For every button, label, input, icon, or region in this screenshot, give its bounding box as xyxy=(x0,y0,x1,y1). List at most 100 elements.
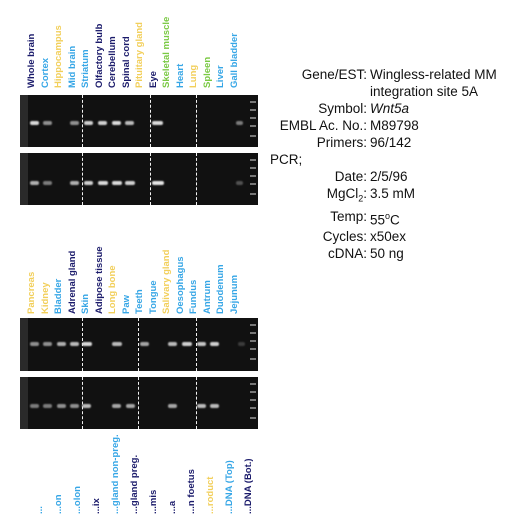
gel-band xyxy=(70,342,79,346)
symbol-row: Symbol: Wnt5a xyxy=(268,100,497,117)
gel-panel-1-bottom xyxy=(20,153,258,205)
lane-label: Kidney xyxy=(39,282,51,314)
lane-label: Skin xyxy=(80,293,91,314)
mgcl2-row: MgCl2: 3.5 mM xyxy=(268,185,497,208)
lane-separator xyxy=(138,377,139,429)
ladder-band xyxy=(250,407,256,409)
lane-label: ...mis xyxy=(148,489,159,514)
gel-band xyxy=(236,181,243,185)
ladder-band xyxy=(250,348,256,350)
ladder-band xyxy=(250,340,256,342)
lane-label: Antrum xyxy=(201,280,213,314)
gel-band xyxy=(43,181,52,185)
primers-value: 96/142 xyxy=(370,135,412,150)
lane-label: ...DNA (Top) xyxy=(224,460,235,514)
lane-label: Duodenum xyxy=(215,264,226,314)
lane-label: Spleen xyxy=(201,56,213,88)
lane-separator xyxy=(82,377,83,429)
lane-label: Bladder xyxy=(53,278,64,314)
lane-label: Eye xyxy=(147,71,159,88)
gel-band xyxy=(70,404,79,408)
gel-band xyxy=(112,404,121,408)
gel-band xyxy=(152,181,164,185)
ladder-band xyxy=(250,332,256,334)
gel-band xyxy=(236,121,243,125)
symbol-label: Symbol: xyxy=(318,101,367,116)
lane-separator xyxy=(196,377,197,429)
lane-label: ...roduct xyxy=(205,476,216,514)
gel-lane-marker xyxy=(20,377,28,429)
ladder-band xyxy=(250,135,256,137)
ladder-band xyxy=(250,324,256,326)
lane-labels-set3: ... ...on ...olon ...ix ...gland non-preg...… xyxy=(27,434,257,514)
ladder-band xyxy=(250,417,256,419)
lane-label: Lung xyxy=(188,64,199,88)
gel-band xyxy=(30,342,39,346)
gel-band xyxy=(112,342,122,346)
gel-band xyxy=(43,121,52,125)
cdna-label: cDNA: xyxy=(327,246,367,262)
gene-row: Gene/EST: Wingless-related MM xyxy=(268,66,497,83)
cycles-label: Cycles: xyxy=(322,229,367,245)
mgcl2-value: 3.5 mM xyxy=(370,186,416,201)
ladder-band xyxy=(250,358,256,360)
lane-label: ...a xyxy=(167,500,178,514)
ladder-band xyxy=(250,159,256,161)
lane-label: Tongue xyxy=(147,280,159,314)
gel-band xyxy=(168,404,177,408)
gel-band xyxy=(30,181,39,185)
symbol-value: Wnt5a xyxy=(370,101,410,116)
ladder-band xyxy=(250,183,256,185)
gel-band xyxy=(84,121,93,125)
lane-label: Salivary gland xyxy=(161,249,172,314)
ladder-band xyxy=(250,167,256,169)
lane-label: Heart xyxy=(174,63,186,88)
lane-label: ...gland preg. xyxy=(129,454,140,514)
gel-band xyxy=(125,181,135,185)
gel-band xyxy=(126,404,135,408)
gel-band xyxy=(98,121,107,125)
ladder-band xyxy=(250,117,256,119)
gel-band xyxy=(197,342,206,346)
primers-label: Primers: xyxy=(316,135,367,150)
lane-label: Adrenal gland xyxy=(66,250,78,314)
lane-separator xyxy=(196,153,197,205)
lane-label: Pancreas xyxy=(26,271,37,314)
gene-row-2: integration site 5A xyxy=(268,83,497,100)
embl-value: M89798 xyxy=(370,118,419,133)
gel-band xyxy=(82,342,92,346)
gel-band xyxy=(140,342,149,346)
lane-label: Oesophagus xyxy=(174,256,186,314)
gel-band xyxy=(210,404,219,408)
gel-band xyxy=(43,342,52,346)
gel-band xyxy=(57,404,66,408)
gel-band xyxy=(168,342,177,346)
primers-row: Primers: 96/142 xyxy=(268,134,497,151)
gel-panel-2-bottom xyxy=(20,377,258,429)
lane-label: Paw xyxy=(120,294,132,314)
lane-label: Olfactory bulb xyxy=(93,23,105,88)
gene-value: Wingless-related MM xyxy=(370,67,497,82)
lane-label: Teeth xyxy=(134,289,145,314)
lane-label: Hippocampus xyxy=(53,25,64,88)
lane-label: Striatum xyxy=(80,49,91,88)
lane-label: Whole brain xyxy=(26,33,37,88)
gel-band xyxy=(30,121,39,125)
lane-label: Pituitary gland xyxy=(134,22,145,88)
lane-separator xyxy=(196,95,197,147)
lane-label: Liver xyxy=(215,65,226,88)
gel-band xyxy=(125,121,134,125)
lane-label: Skeletal muscle xyxy=(161,16,172,88)
gel-lane-marker xyxy=(20,153,28,205)
lane-label: ... xyxy=(34,506,45,514)
lane-label: Mid brain xyxy=(66,45,78,88)
date-row: Date: 2/5/96 xyxy=(268,168,497,185)
gel-lane-marker xyxy=(20,318,28,371)
gel-panel-2-top xyxy=(20,318,258,371)
lane-separator xyxy=(82,153,83,205)
lane-label: ...n foetus xyxy=(186,469,197,514)
cdna-row: cDNA: 50 ng xyxy=(268,245,497,262)
cdna-value: 50 ng xyxy=(370,246,404,262)
gene-label: Gene/EST: xyxy=(301,67,367,82)
lane-label: ...gland non-preg. xyxy=(110,434,121,514)
